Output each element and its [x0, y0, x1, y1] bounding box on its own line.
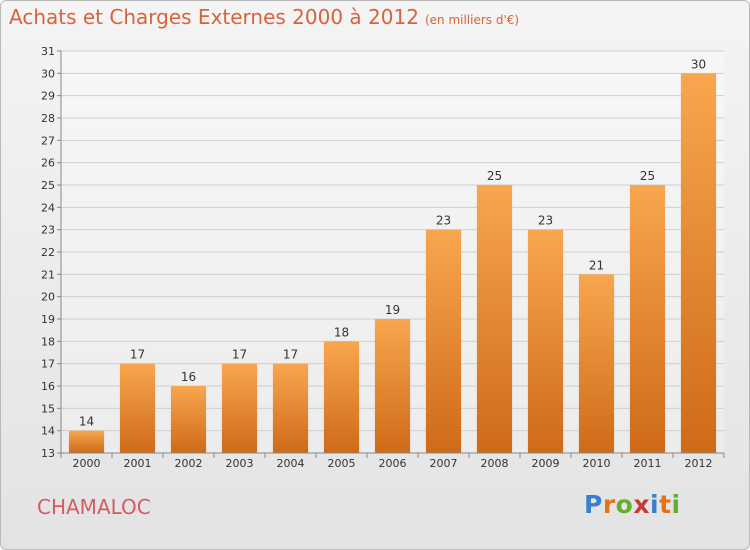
bar-value-label: 17 [232, 348, 247, 362]
x-tick-label: 2008 [481, 457, 509, 470]
bar-value-label: 19 [385, 303, 400, 317]
x-tick-label: 2001 [124, 457, 152, 470]
x-tick-label: 2005 [328, 457, 356, 470]
y-tick-label: 15 [41, 402, 55, 415]
y-tick-label: 18 [41, 335, 55, 348]
bar-value-label: 25 [487, 169, 502, 183]
chart-title: Achats et Charges Externes 2000 à 2012 (e… [9, 5, 519, 29]
bar-value-label: 17 [283, 348, 298, 362]
bar-value-label: 23 [436, 214, 451, 228]
x-tick-label: 2011 [634, 457, 662, 470]
brand-letter: P [584, 490, 603, 519]
x-tick-label: 2006 [379, 457, 407, 470]
x-tick-label: 2010 [583, 457, 611, 470]
y-tick-label: 17 [41, 358, 55, 371]
x-tick-label: 2003 [226, 457, 254, 470]
bar-value-label: 23 [538, 214, 553, 228]
x-tick-label: 2004 [277, 457, 305, 470]
brand-letter: i [650, 490, 660, 519]
y-tick-label: 20 [41, 291, 55, 304]
x-tick-label: 2000 [73, 457, 101, 470]
y-tick-label: 16 [41, 380, 55, 393]
brand-logo: Proxiti [584, 490, 681, 519]
y-tick-label: 29 [41, 90, 55, 103]
bar-value-label: 16 [181, 370, 196, 384]
brand-letter: r [602, 490, 616, 519]
brand-letter: i [671, 490, 681, 519]
y-tick-label: 30 [41, 67, 55, 80]
y-tick-label: 27 [41, 134, 55, 147]
bar [221, 363, 258, 453]
brand-letter: x [633, 490, 650, 519]
bar [119, 363, 156, 453]
bar [374, 319, 411, 453]
bar [323, 341, 360, 453]
y-tick-label: 21 [41, 268, 55, 281]
bar-value-label: 30 [691, 57, 706, 71]
x-tick-label: 2012 [685, 457, 713, 470]
bar [68, 430, 105, 453]
y-tick-label: 25 [41, 179, 55, 192]
x-tick-label: 2009 [532, 457, 560, 470]
y-tick-label: 24 [41, 201, 55, 214]
title-text: Achats et Charges Externes 2000 à 2012 [9, 5, 419, 29]
bar [425, 229, 462, 453]
brand-letter: t [659, 490, 672, 519]
y-tick-label: 26 [41, 157, 55, 170]
bar-value-label: 25 [640, 169, 655, 183]
x-axis: 2000 2001 2002 2003 2004 2005 2006 2007 2008 2009… [60, 452, 725, 470]
unit-text: (en milliers d'€) [424, 13, 520, 27]
bar-value-label: 18 [334, 325, 349, 339]
bar [629, 185, 666, 453]
bar [680, 73, 717, 453]
bar [272, 363, 309, 453]
bars: 14 17 16 17 17 18 19 23 25 23 21 25 30 [68, 57, 717, 453]
y-tick-label: 14 [41, 425, 55, 438]
bar-value-label: 17 [130, 348, 145, 362]
y-tick-label: 22 [41, 246, 55, 259]
bar-value-label: 14 [79, 415, 94, 429]
x-tick-label: 2002 [175, 457, 203, 470]
y-tick-label: 23 [41, 224, 55, 237]
bar [170, 386, 207, 453]
brand-letter: o [615, 490, 634, 519]
y-tick-label: 28 [41, 112, 55, 125]
x-tick-label: 2007 [430, 457, 458, 470]
bar [476, 185, 513, 453]
y-axis: 13 14 15 16 17 18 19 20 21 22 23 24 25 26 27 28 29 30 31 [41, 45, 62, 460]
y-tick-label: 13 [41, 447, 55, 460]
bar-value-label: 21 [589, 258, 604, 272]
commune-name: CHAMALOC [37, 495, 151, 519]
bar [527, 229, 564, 453]
bar [578, 274, 615, 453]
y-tick-label: 19 [41, 313, 55, 326]
y-tick-label: 31 [41, 45, 55, 58]
